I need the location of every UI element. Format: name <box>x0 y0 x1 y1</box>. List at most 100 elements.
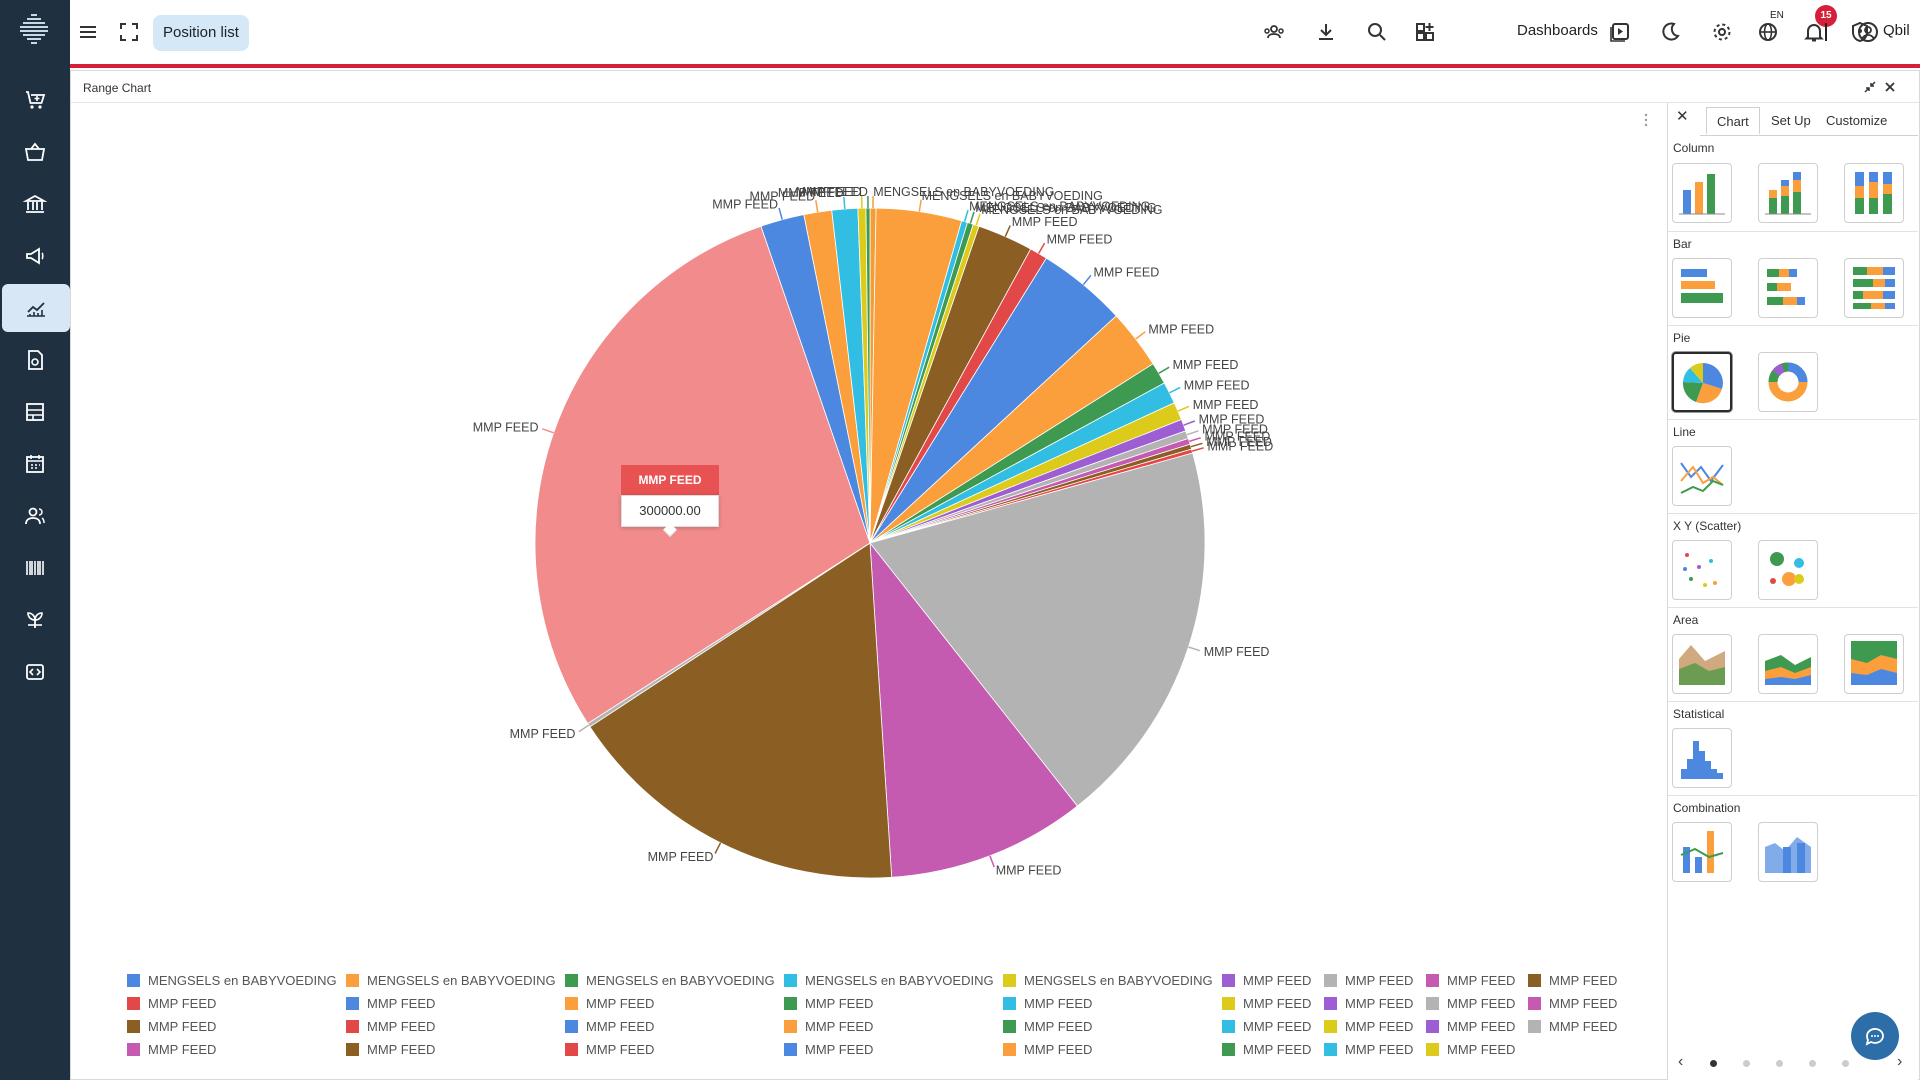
legend-item[interactable]: MMP FEED <box>1324 973 1413 988</box>
globe-icon[interactable] <box>1756 20 1780 44</box>
sidebar-item-purchase[interactable] <box>0 76 70 124</box>
pager-dot[interactable] <box>1743 1060 1750 1067</box>
pie-slice[interactable] <box>589 542 893 879</box>
column-percent-thumb[interactable] <box>1844 163 1904 223</box>
legend-item[interactable]: MMP FEED <box>1222 1019 1311 1034</box>
team-icon[interactable] <box>1262 20 1286 44</box>
legend-item[interactable]: MENGSELS en BABYVOEDING <box>127 973 337 988</box>
legend-item[interactable]: MMP FEED <box>784 996 873 1011</box>
legend-item[interactable]: MMP FEED <box>346 996 435 1011</box>
pager-next-icon[interactable]: › <box>1897 1053 1903 1070</box>
legend-item[interactable]: MMP FEED <box>1222 1042 1311 1057</box>
bar-grouped-thumb[interactable] <box>1672 258 1732 318</box>
settings-gear-icon[interactable] <box>1710 20 1734 44</box>
legend-item[interactable]: MMP FEED <box>1324 996 1413 1011</box>
stacked-area-thumb[interactable] <box>1758 634 1818 694</box>
dashboards-icon[interactable] <box>1413 20 1437 44</box>
line-chart-thumb[interactable] <box>1672 446 1732 506</box>
legend-swatch <box>1426 1020 1439 1033</box>
legend-item[interactable]: MMP FEED <box>784 1042 873 1057</box>
legend-item[interactable]: MMP FEED <box>1528 1019 1617 1034</box>
pager-dot[interactable] <box>1776 1060 1783 1067</box>
sidebar-item-barcode[interactable] <box>0 544 70 592</box>
legend-item[interactable]: MMP FEED <box>127 1042 216 1057</box>
legend-item[interactable]: MMP FEED <box>565 1019 654 1034</box>
legend-item[interactable]: MMP FEED <box>784 1019 873 1034</box>
chat-bubble-button[interactable] <box>1851 1012 1899 1060</box>
legend-item[interactable]: MMP FEED <box>565 996 654 1011</box>
doughnut-chart-thumb[interactable] <box>1758 352 1818 412</box>
pie-slice[interactable] <box>865 207 871 544</box>
percent-area-thumb[interactable] <box>1844 634 1904 694</box>
histogram-thumb[interactable] <box>1672 728 1732 788</box>
legend-item[interactable]: MMP FEED <box>1426 996 1515 1011</box>
sidebar-item-calendar[interactable] <box>0 440 70 488</box>
sidebar-item-sustainability[interactable] <box>0 596 70 644</box>
legend-item[interactable]: MENGSELS en BABYVOEDING <box>346 973 556 988</box>
legend-item[interactable]: MENGSELS en BABYVOEDING <box>565 973 775 988</box>
sidebar-item-sales[interactable] <box>0 128 70 176</box>
fullscreen-icon[interactable] <box>117 20 141 44</box>
pager-dot[interactable] <box>1809 1060 1816 1067</box>
legend-item[interactable]: MMP FEED <box>1528 973 1617 988</box>
dark-mode-icon[interactable] <box>1659 20 1683 44</box>
sidebar-item-analytics[interactable] <box>2 284 70 332</box>
sidebar-item-reports[interactable] <box>0 336 70 384</box>
legend-item[interactable]: MMP FEED <box>127 996 216 1011</box>
close-icon[interactable] <box>1883 80 1897 94</box>
presentation-icon[interactable] <box>1608 20 1632 44</box>
scatter-chart-thumb[interactable] <box>1672 540 1732 600</box>
legend-item[interactable]: MMP FEED <box>1003 996 1092 1011</box>
legend-item[interactable]: MMP FEED <box>565 1042 654 1057</box>
legend-item[interactable]: MMP FEED <box>1528 996 1617 1011</box>
bar-stacked-thumb[interactable] <box>1758 258 1818 318</box>
close-panel-icon[interactable]: ✕ <box>1676 108 1689 125</box>
menu-icon[interactable] <box>76 20 100 44</box>
legend-item[interactable]: MMP FEED <box>346 1019 435 1034</box>
position-list-chip[interactable]: Position list <box>153 15 249 51</box>
chart-menu-icon[interactable] <box>1644 113 1648 127</box>
tab-set-up[interactable]: Set Up <box>1771 113 1811 128</box>
legend-item[interactable]: MENGSELS en BABYVOEDING <box>784 973 994 988</box>
user-name[interactable]: Qbil <box>1883 22 1910 39</box>
legend-item[interactable]: MMP FEED <box>1003 1042 1092 1057</box>
search-icon[interactable] <box>1365 20 1389 44</box>
legend-item[interactable]: MMP FEED <box>1222 973 1311 988</box>
download-icon[interactable] <box>1314 20 1338 44</box>
document-search-icon <box>28 350 43 370</box>
pager-dot[interactable] <box>1842 1060 1849 1067</box>
legend-item[interactable]: MMP FEED <box>1426 1019 1515 1034</box>
legend-item[interactable]: MMP FEED <box>1426 1042 1515 1057</box>
area-chart-thumb[interactable] <box>1672 634 1732 694</box>
app-logo[interactable] <box>17 13 51 45</box>
combo-area-column-thumb[interactable] <box>1758 822 1818 882</box>
dashboards-label[interactable]: Dashboards <box>1517 22 1598 39</box>
bar-percent-thumb[interactable] <box>1844 258 1904 318</box>
collapse-icon[interactable] <box>1863 80 1877 94</box>
column-stacked-thumb[interactable] <box>1758 163 1818 223</box>
pager-dot[interactable] <box>1710 1060 1717 1067</box>
bubble-chart-thumb[interactable] <box>1758 540 1818 600</box>
legend-item[interactable]: MMP FEED <box>1426 973 1515 988</box>
sidebar-item-warehouse[interactable] <box>0 388 70 436</box>
user-avatar-icon[interactable] <box>1856 20 1880 44</box>
legend-item[interactable]: MMP FEED <box>1222 996 1311 1011</box>
column-grouped-thumb[interactable] <box>1672 163 1732 223</box>
sidebar-item-relations[interactable] <box>0 492 70 540</box>
legend-item[interactable]: MENGSELS en BABYVOEDING <box>1003 973 1213 988</box>
pie-chart-thumb[interactable] <box>1672 352 1732 412</box>
tab-chart[interactable]: Chart <box>1706 107 1760 135</box>
legend-item[interactable]: MMP FEED <box>346 1042 435 1057</box>
sidebar-item-finance[interactable] <box>0 180 70 228</box>
sidebar-item-developer[interactable] <box>0 648 70 696</box>
bell-icon[interactable] <box>1802 20 1826 44</box>
legend-item[interactable]: MMP FEED <box>1324 1019 1413 1034</box>
legend-item[interactable]: MMP FEED <box>1003 1019 1092 1034</box>
sidebar-item-marketing[interactable] <box>0 232 70 280</box>
legend-label: MMP FEED <box>1447 1019 1515 1034</box>
pager-prev-icon[interactable]: ‹ <box>1678 1053 1684 1070</box>
combo-bar-line-thumb[interactable] <box>1672 822 1732 882</box>
legend-item[interactable]: MMP FEED <box>1324 1042 1413 1057</box>
legend-item[interactable]: MMP FEED <box>127 1019 216 1034</box>
tab-customize[interactable]: Customize <box>1826 113 1888 128</box>
